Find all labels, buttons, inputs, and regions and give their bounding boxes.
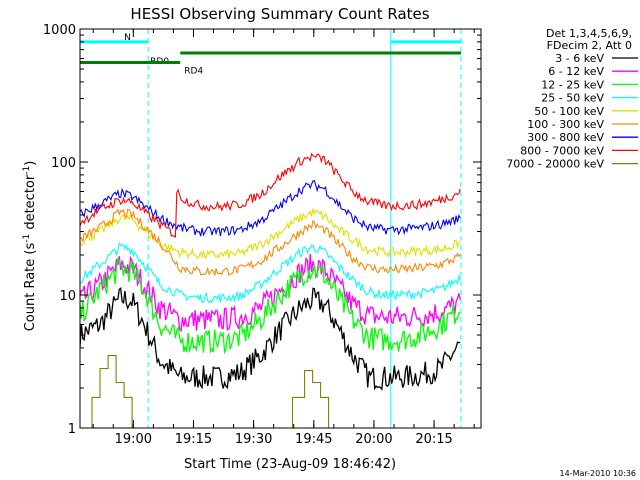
legend: Det 1,3,4,5,6,9,FDecim 2, Att 03 - 6 keV…	[506, 27, 638, 171]
timestamp-label: 14-Mar-2010 10:36	[560, 469, 637, 478]
series-line-1	[80, 287, 461, 391]
plot-area: NRD0RD4	[80, 29, 462, 428]
legend-label: 100 - 300 keV	[527, 118, 604, 131]
series-line-3	[80, 257, 461, 355]
legend-label: 3 - 6 keV	[555, 52, 604, 65]
legend-label: 300 - 800 keV	[527, 131, 604, 144]
legend-label: 25 - 50 keV	[541, 92, 604, 105]
y-tick-label: 10	[59, 289, 76, 304]
x-tick-label: 20:00	[355, 432, 392, 447]
plot-frame	[79, 28, 482, 429]
x-axis-label: Start Time (23-Aug-09 18:46:42)	[184, 457, 396, 472]
series-line-2	[80, 253, 461, 333]
x-tick-label: 19:45	[295, 432, 332, 447]
y-tick-label: 1	[68, 422, 76, 437]
y-tick-label: 1000	[43, 23, 76, 38]
series-line-7	[80, 180, 461, 237]
axes: 19:00 19:15 19:30 19:45 20:00 20:15 1 10 100 1000	[43, 23, 481, 447]
y-axis-label: Count Rate (s-1 detector-1)	[22, 161, 38, 332]
state-bar-label-rd4: RD4	[184, 66, 203, 76]
series-line-4	[80, 241, 461, 304]
legend-label: 7000 - 20000 keV	[506, 158, 604, 171]
legend-header-line: FDecim 2, Att 0	[547, 39, 632, 52]
chart-title: HESSI Observing Summary Count Rates	[130, 5, 429, 23]
legend-label: 50 - 100 keV	[534, 105, 604, 118]
legend-label: 6 - 12 keV	[548, 65, 604, 78]
state-bar-label-n: N	[124, 33, 131, 43]
series-line-6	[80, 208, 461, 276]
legend-label: 800 - 7000 keV	[520, 144, 604, 157]
x-tick-label: 19:30	[235, 432, 272, 447]
x-tick-label: 19:00	[115, 432, 152, 447]
series-line-9	[91, 355, 330, 428]
x-tick-label: 19:15	[175, 432, 212, 447]
y-tick-label: 100	[51, 156, 76, 171]
legend-label: 12 - 25 keV	[541, 78, 604, 91]
legend-header-line: Det 1,3,4,5,6,9,	[546, 27, 632, 40]
series-line-8	[80, 152, 461, 238]
x-tick-label: 20:15	[415, 432, 452, 447]
